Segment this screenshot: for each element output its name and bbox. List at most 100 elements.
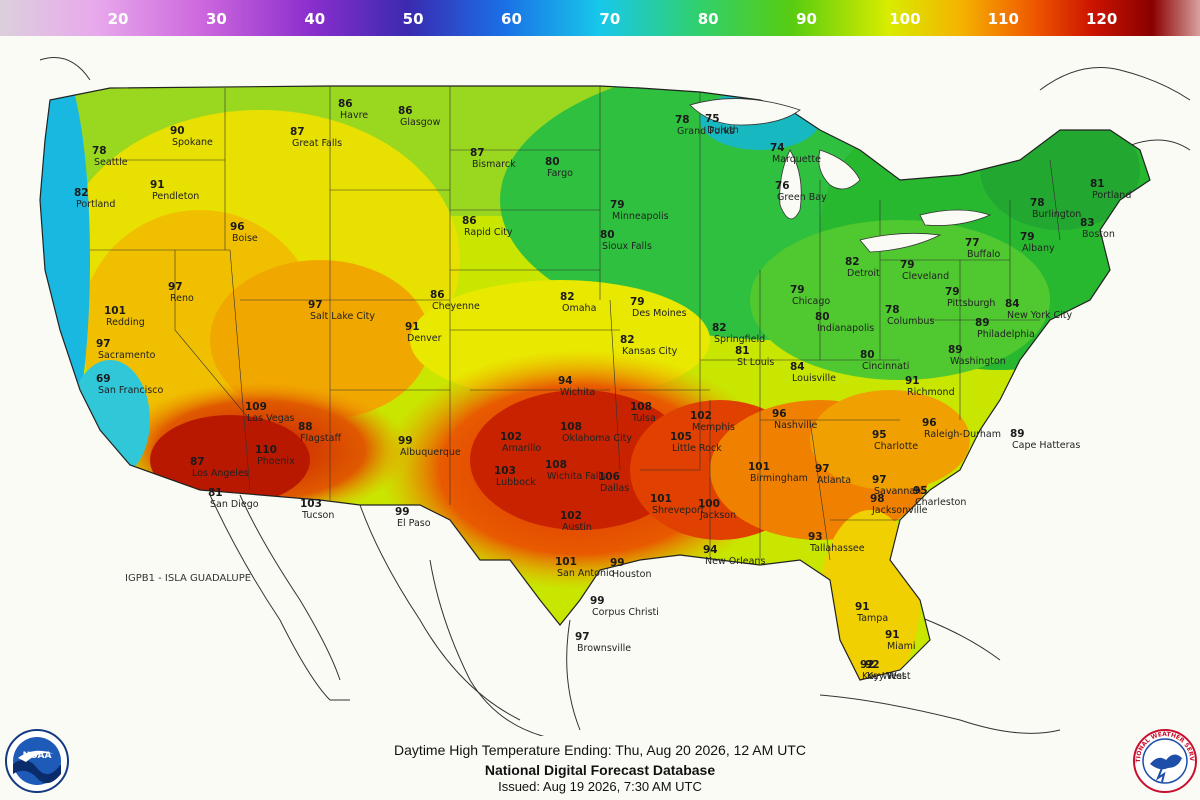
city-temp: 80: [600, 229, 615, 241]
city-name: Lubbock: [496, 477, 536, 488]
city-temp: 86: [430, 289, 445, 301]
city-name: Burlington: [1032, 209, 1081, 220]
city-temp: 82: [620, 334, 635, 346]
city-name: Tulsa: [631, 413, 656, 424]
offshore-station-label: IGPB1 - ISLA GUADALUPE: [125, 573, 251, 584]
city-name: Portland: [1092, 190, 1131, 201]
city-temp: 89: [1010, 428, 1025, 440]
city-temp: 77: [965, 237, 980, 249]
city-temp: 75: [705, 113, 720, 125]
city-name: Jacksonville: [871, 505, 928, 516]
city-name: Glasgow: [400, 117, 441, 128]
city-name: Reno: [170, 293, 194, 304]
city-name: Boise: [232, 233, 258, 244]
city-temp: 91: [150, 179, 165, 191]
city-temp: 100: [698, 498, 720, 510]
city-name: Charlotte: [874, 441, 918, 452]
city-name: San Diego: [210, 499, 259, 510]
city-name: Atlanta: [817, 475, 851, 486]
city-name: Sacramento: [98, 350, 156, 361]
city-temp: 105: [670, 431, 692, 443]
city-name: Rapid City: [464, 227, 513, 238]
legend-tick-label: 100: [889, 10, 920, 28]
city-name: Green Bay: [777, 192, 827, 203]
city-name: Savannah: [874, 486, 921, 497]
noaa-logo[interactable]: NOAA: [4, 728, 70, 794]
city-temp: 96: [230, 221, 245, 233]
city-name: Tallahassee: [809, 543, 865, 554]
city-name: Albuquerque: [400, 447, 461, 458]
city-temp: 96: [772, 408, 787, 420]
city-temp: 91: [905, 375, 920, 387]
city-name: Denver: [407, 333, 442, 344]
legend-tick-label: 70: [599, 10, 620, 28]
city-name: Cincinnati: [862, 361, 909, 372]
city-temp: 91: [405, 321, 420, 333]
city-name: Shreveport: [652, 505, 705, 516]
city-name: San Antonio: [557, 568, 615, 579]
city-temp: 86: [462, 215, 477, 227]
city-temp: 80: [545, 156, 560, 168]
city-name: Jackson: [699, 510, 736, 521]
city-name: Indianapolis: [817, 323, 874, 334]
city-temp: 81: [208, 487, 223, 499]
city-temp: 94: [703, 544, 718, 556]
city-temp: 103: [494, 465, 516, 477]
city-temp: 80: [815, 311, 830, 323]
legend-tick-label: 30: [206, 10, 227, 28]
legend-tick-label: 60: [501, 10, 522, 28]
city-name: Oklahoma City: [562, 433, 632, 444]
city-temp: 101: [748, 461, 770, 473]
city-name: Amarillo: [502, 443, 541, 454]
city-name: Springfield: [714, 334, 765, 345]
forecast-period-text: Daytime High Temperature Ending: Thu, Au…: [394, 742, 806, 758]
nws-logo[interactable]: NATIONAL WEATHER SERVICE: [1132, 728, 1198, 794]
city-temp: 97: [168, 281, 183, 293]
city-temp: 88: [298, 421, 313, 433]
city-name: Pittsburgh: [947, 298, 995, 309]
city-name: Charleston: [915, 497, 966, 508]
city-name: New Orleans: [705, 556, 765, 567]
svg-text:NOAA: NOAA: [23, 751, 52, 761]
city-temp: 99: [398, 435, 413, 447]
city-temp: 82: [845, 256, 860, 268]
city-temp: 97: [96, 338, 111, 350]
city-name: Louisville: [792, 373, 836, 384]
city-name: Las Vegas: [247, 413, 295, 424]
city-temp: 101: [104, 305, 126, 317]
city-name: Cape Hatteras: [1012, 440, 1080, 451]
